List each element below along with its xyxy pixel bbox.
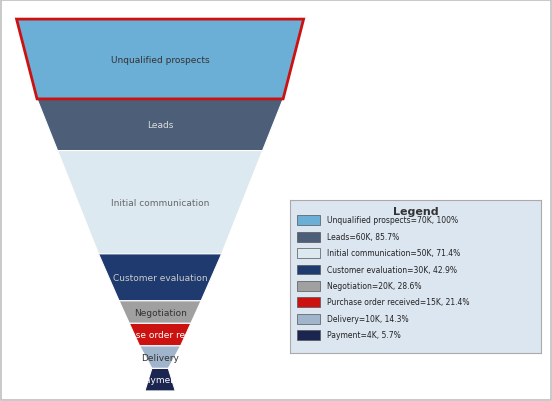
Polygon shape	[129, 324, 191, 346]
Text: Customer evaluation=30K, 42.9%: Customer evaluation=30K, 42.9%	[327, 265, 458, 274]
Text: Initial communication=50K, 71.4%: Initial communication=50K, 71.4%	[327, 249, 461, 257]
Bar	[298, 249, 320, 258]
Text: Payment=4K, 5.7%: Payment=4K, 5.7%	[327, 330, 401, 340]
Bar	[298, 281, 320, 291]
Text: Payment: Payment	[140, 375, 180, 384]
Text: Delivery: Delivery	[141, 353, 179, 362]
Text: Negotiation: Negotiation	[134, 308, 187, 317]
Text: Delivery=10K, 14.3%: Delivery=10K, 14.3%	[327, 314, 409, 323]
Polygon shape	[140, 346, 181, 369]
Polygon shape	[119, 301, 201, 324]
Bar	[298, 216, 320, 226]
Text: Leads=60K, 85.7%: Leads=60K, 85.7%	[327, 232, 400, 241]
Bar	[298, 314, 320, 324]
Polygon shape	[145, 369, 176, 391]
Text: Initial communication: Initial communication	[111, 198, 209, 207]
Text: Unqualified prospects=70K, 100%: Unqualified prospects=70K, 100%	[327, 216, 459, 225]
Polygon shape	[37, 100, 283, 151]
Text: Customer evaluation: Customer evaluation	[113, 273, 208, 282]
Bar	[298, 265, 320, 275]
Polygon shape	[17, 20, 304, 100]
Text: Unqualified prospects: Unqualified prospects	[111, 55, 209, 64]
Bar	[298, 232, 320, 242]
Text: Negotiation=20K, 28.6%: Negotiation=20K, 28.6%	[327, 282, 422, 290]
Text: Leads: Leads	[147, 121, 173, 130]
Bar	[298, 330, 320, 340]
Bar	[298, 298, 320, 308]
Text: Purchase order received=15K, 21.4%: Purchase order received=15K, 21.4%	[327, 298, 470, 307]
Polygon shape	[99, 254, 221, 301]
Text: Purchase order received: Purchase order received	[105, 330, 215, 339]
Text: Legend: Legend	[392, 207, 438, 217]
Polygon shape	[57, 151, 263, 254]
